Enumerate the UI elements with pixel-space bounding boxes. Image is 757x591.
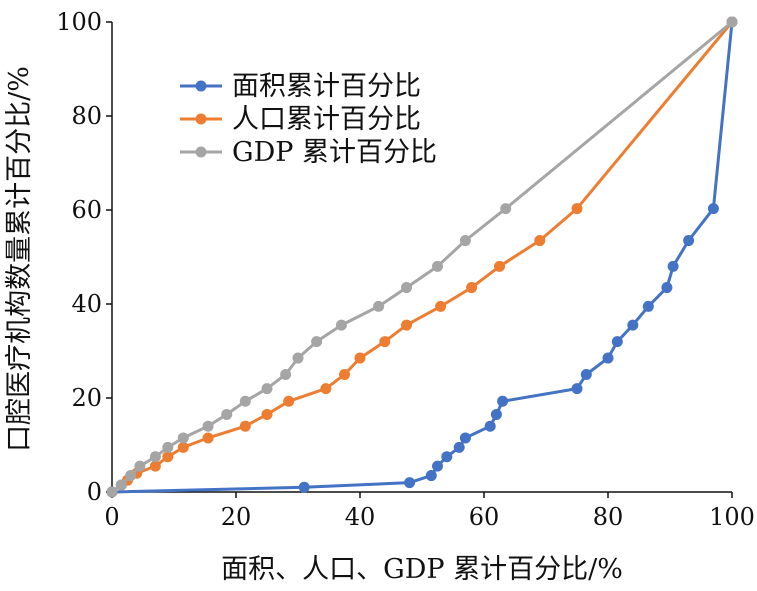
axes: 0 20 40 60 80 100 0 20 40 60 80 100	[56, 8, 755, 531]
data-point	[298, 481, 310, 493]
data-point	[202, 420, 214, 432]
x-tick-label: 100	[709, 503, 755, 531]
data-point	[401, 319, 412, 331]
data-point	[459, 432, 471, 444]
series-2	[106, 16, 738, 498]
data-point	[707, 203, 719, 215]
y-tick-label: 60	[71, 196, 102, 224]
data-point	[339, 369, 350, 380]
y-tick-label: 20	[71, 384, 102, 412]
x-tick-label: 80	[593, 503, 624, 531]
legend-label: GDP 累计百分比	[232, 137, 437, 168]
data-point	[497, 395, 509, 407]
data-point	[441, 451, 453, 463]
data-point	[149, 460, 161, 472]
data-point	[125, 470, 137, 482]
data-point	[354, 352, 366, 364]
legend-item: 人口累计百分比	[180, 104, 421, 135]
series-line	[111, 21, 734, 494]
data-point	[425, 470, 437, 482]
data-point	[177, 432, 189, 444]
data-point	[162, 441, 174, 453]
data-point	[239, 395, 251, 407]
data-point	[435, 300, 447, 312]
series-line	[111, 20, 733, 494]
data-point	[373, 300, 385, 312]
data-point	[280, 369, 292, 380]
data-point	[432, 260, 443, 272]
x-tick-label: 0	[104, 503, 119, 531]
data-point	[115, 479, 127, 491]
data-point	[627, 319, 639, 331]
data-point	[534, 235, 546, 247]
data-point	[494, 260, 505, 272]
data-point	[134, 460, 146, 472]
data-point	[401, 282, 412, 294]
data-point	[602, 352, 614, 364]
data-point	[571, 203, 583, 215]
data-point	[221, 408, 233, 420]
y-ticks: 0 20 40 60 80 100	[56, 8, 112, 506]
data-point	[106, 486, 118, 498]
data-point	[484, 420, 496, 432]
data-point	[283, 395, 295, 407]
data-point	[500, 203, 512, 215]
data-point	[239, 420, 251, 432]
data-point	[149, 451, 161, 463]
data-point	[726, 16, 738, 28]
data-point	[642, 300, 654, 312]
x-tick-label: 20	[221, 503, 252, 531]
data-point	[661, 282, 673, 294]
data-point	[202, 432, 214, 444]
y-tick-label: 40	[71, 290, 102, 318]
data-point	[311, 336, 323, 348]
data-point	[580, 369, 592, 380]
legend-item: GDP 累计百分比	[180, 137, 437, 168]
data-point	[177, 441, 189, 453]
x-tick-label: 60	[469, 503, 500, 531]
data-point	[379, 336, 391, 348]
y-tick-label: 80	[71, 102, 102, 130]
x-ticks: 0 20 40 60 80 100	[104, 492, 755, 531]
series-layer	[106, 16, 738, 498]
legend-swatch-marker	[195, 113, 207, 125]
data-point	[571, 383, 583, 395]
y-tick-label: 100	[56, 8, 102, 36]
data-point	[261, 383, 273, 395]
data-point	[292, 352, 304, 364]
legend-swatch-marker	[195, 80, 207, 92]
x-tick-label: 40	[345, 503, 376, 531]
data-point	[320, 383, 332, 395]
data-point	[162, 451, 174, 463]
data-point	[404, 477, 416, 489]
data-point	[453, 441, 465, 453]
x-axis-label: 面积、人口、GDP 累计百分比/%	[221, 554, 623, 585]
legend-item: 面积累计百分比	[180, 71, 421, 102]
data-point	[261, 408, 273, 420]
legend-label: 人口累计百分比	[232, 104, 421, 135]
legend-swatch-marker	[195, 146, 207, 158]
data-point	[611, 336, 623, 348]
data-point	[459, 235, 471, 247]
y-tick-label: 0	[87, 478, 102, 506]
data-point	[683, 235, 695, 247]
data-point	[335, 319, 347, 331]
data-point	[432, 460, 443, 472]
y-axis-label: 口腔医疗机构数量累计百分比/%	[4, 66, 35, 452]
data-point	[667, 260, 679, 272]
legend-label: 面积累计百分比	[232, 71, 421, 102]
data-point	[466, 282, 478, 294]
series-line	[111, 21, 734, 494]
data-point	[490, 408, 502, 420]
